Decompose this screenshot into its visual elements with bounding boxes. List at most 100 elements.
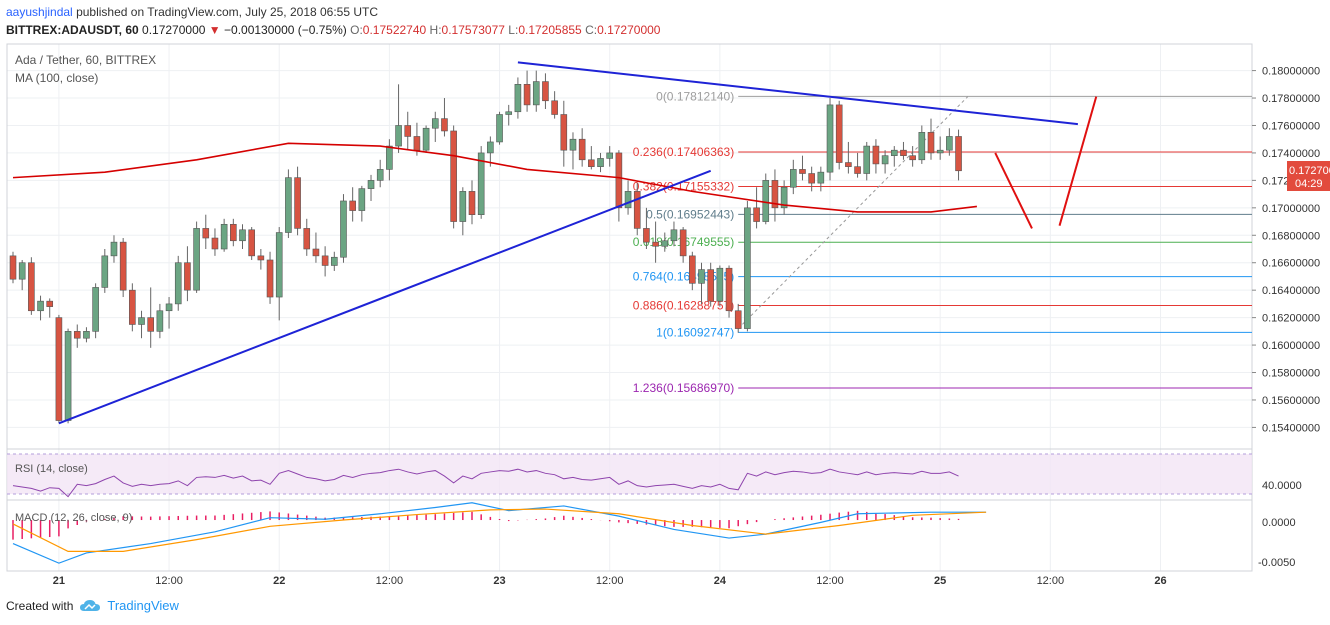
candle-up [330,256,338,266]
candle-up [670,229,678,242]
candle-down [799,169,806,174]
candle-up [367,180,375,189]
candle-up [64,331,72,421]
open-label: O: [350,23,363,37]
candle-down [753,207,760,222]
x-axis-label: 12:00 [1037,575,1065,587]
candle-down [835,104,843,163]
candle-up [496,114,503,143]
candle-down [927,132,935,154]
trendline [517,61,1078,126]
publish-header: aayushjindal published on TradingView.co… [6,4,378,20]
symbol-name: BITTREX:ADAUSDT, 60 [6,23,139,37]
candle-up [275,232,283,298]
candle-down [900,149,907,156]
candle-up [83,331,90,339]
candle-down [643,228,650,243]
last-price: 0.17270000 [142,23,206,37]
candle-down [248,229,255,257]
candle-down [955,136,962,172]
candle-down [55,317,63,421]
candle-down [845,162,852,167]
author-link[interactable]: aayushjindal [6,5,73,19]
candle-down [551,100,558,115]
tradingview-brand-link[interactable]: TradingView [107,598,179,613]
ma-indicator-label: MA (100, close) [15,71,98,85]
fib-diagonal-line [737,96,969,329]
candle-up [239,229,246,242]
y-axis-label: 0.16200000 [1262,313,1320,325]
y-axis-label: 0.15600000 [1262,395,1320,407]
candle-down [119,241,127,291]
candle-down [523,84,531,106]
created-with-text: Created with [6,598,74,613]
candle-down [578,138,586,161]
candle-up [422,127,430,151]
fib-level-label: 0.886(0.16288757) [633,298,734,312]
countdown-value: 04:29 [1295,178,1323,190]
candle-up [716,267,724,302]
fib-level-label: 0(0.17812140) [656,89,734,103]
candle-down [560,114,568,151]
candle-up [789,169,797,188]
candle-up [358,188,366,211]
candle-up [606,152,614,159]
candle-down [808,173,815,184]
candle-down [257,255,265,261]
candle-down [230,223,237,242]
x-axis-label: 12:00 [816,575,844,587]
candle-down [413,136,421,151]
current-price-value: 0.17270000 [1289,165,1330,177]
candle-up [569,138,577,151]
candle-down [872,145,880,165]
candle-down [129,289,136,325]
current-price-tag: 0.17270000 04:29 [1287,161,1330,191]
candle-up [340,200,347,258]
x-axis-label: 22 [273,575,285,587]
candle-down [321,255,329,266]
candle-up [946,136,953,151]
rsi-line [12,468,959,498]
candle-up [881,155,889,165]
candle-up [744,207,751,329]
x-axis-label: 24 [714,575,727,587]
x-axis-label: 21 [53,575,65,587]
y-axis-label: 0.17600000 [1262,120,1320,132]
candle-up [661,240,669,247]
candle-up [376,169,384,181]
candle-down [468,191,476,215]
fib-level-label: 1.236(0.15686970) [633,381,734,395]
candle-down [588,159,595,167]
candle-down [312,248,320,257]
pane-frame [6,43,1253,572]
candle-up [386,145,393,170]
y-axis-label: 0.16600000 [1262,258,1320,270]
forecast-arrow-line [994,152,1033,229]
open-value: 0.17522740 [362,23,427,37]
candle-down [450,130,457,222]
footer: Created with TradingView [6,598,179,613]
candle-down [147,317,154,332]
candle-up [431,118,439,129]
candle-down [294,177,301,229]
chart-title: Ada / Tether, 60, BITTREX [15,53,156,67]
low-value: 0.17205855 [518,23,582,37]
high-label: H: [429,23,442,37]
candle-down [615,152,623,209]
y-axis-label: 0.16400000 [1262,285,1320,297]
candle-down [771,180,779,209]
candle-up [193,228,200,291]
candle-down [909,155,916,161]
candle-down [184,262,191,291]
candle-up [37,300,44,312]
candle-down [9,255,17,280]
tradingview-cloud-icon [80,599,101,611]
candle-up [110,241,118,257]
candle-down [707,269,714,302]
y-axis-label: 0.16000000 [1262,340,1320,352]
candle-down [28,262,35,312]
candle-down [266,259,274,298]
y-axis-label: 0.17000000 [1262,203,1320,215]
candle-up [918,132,926,161]
